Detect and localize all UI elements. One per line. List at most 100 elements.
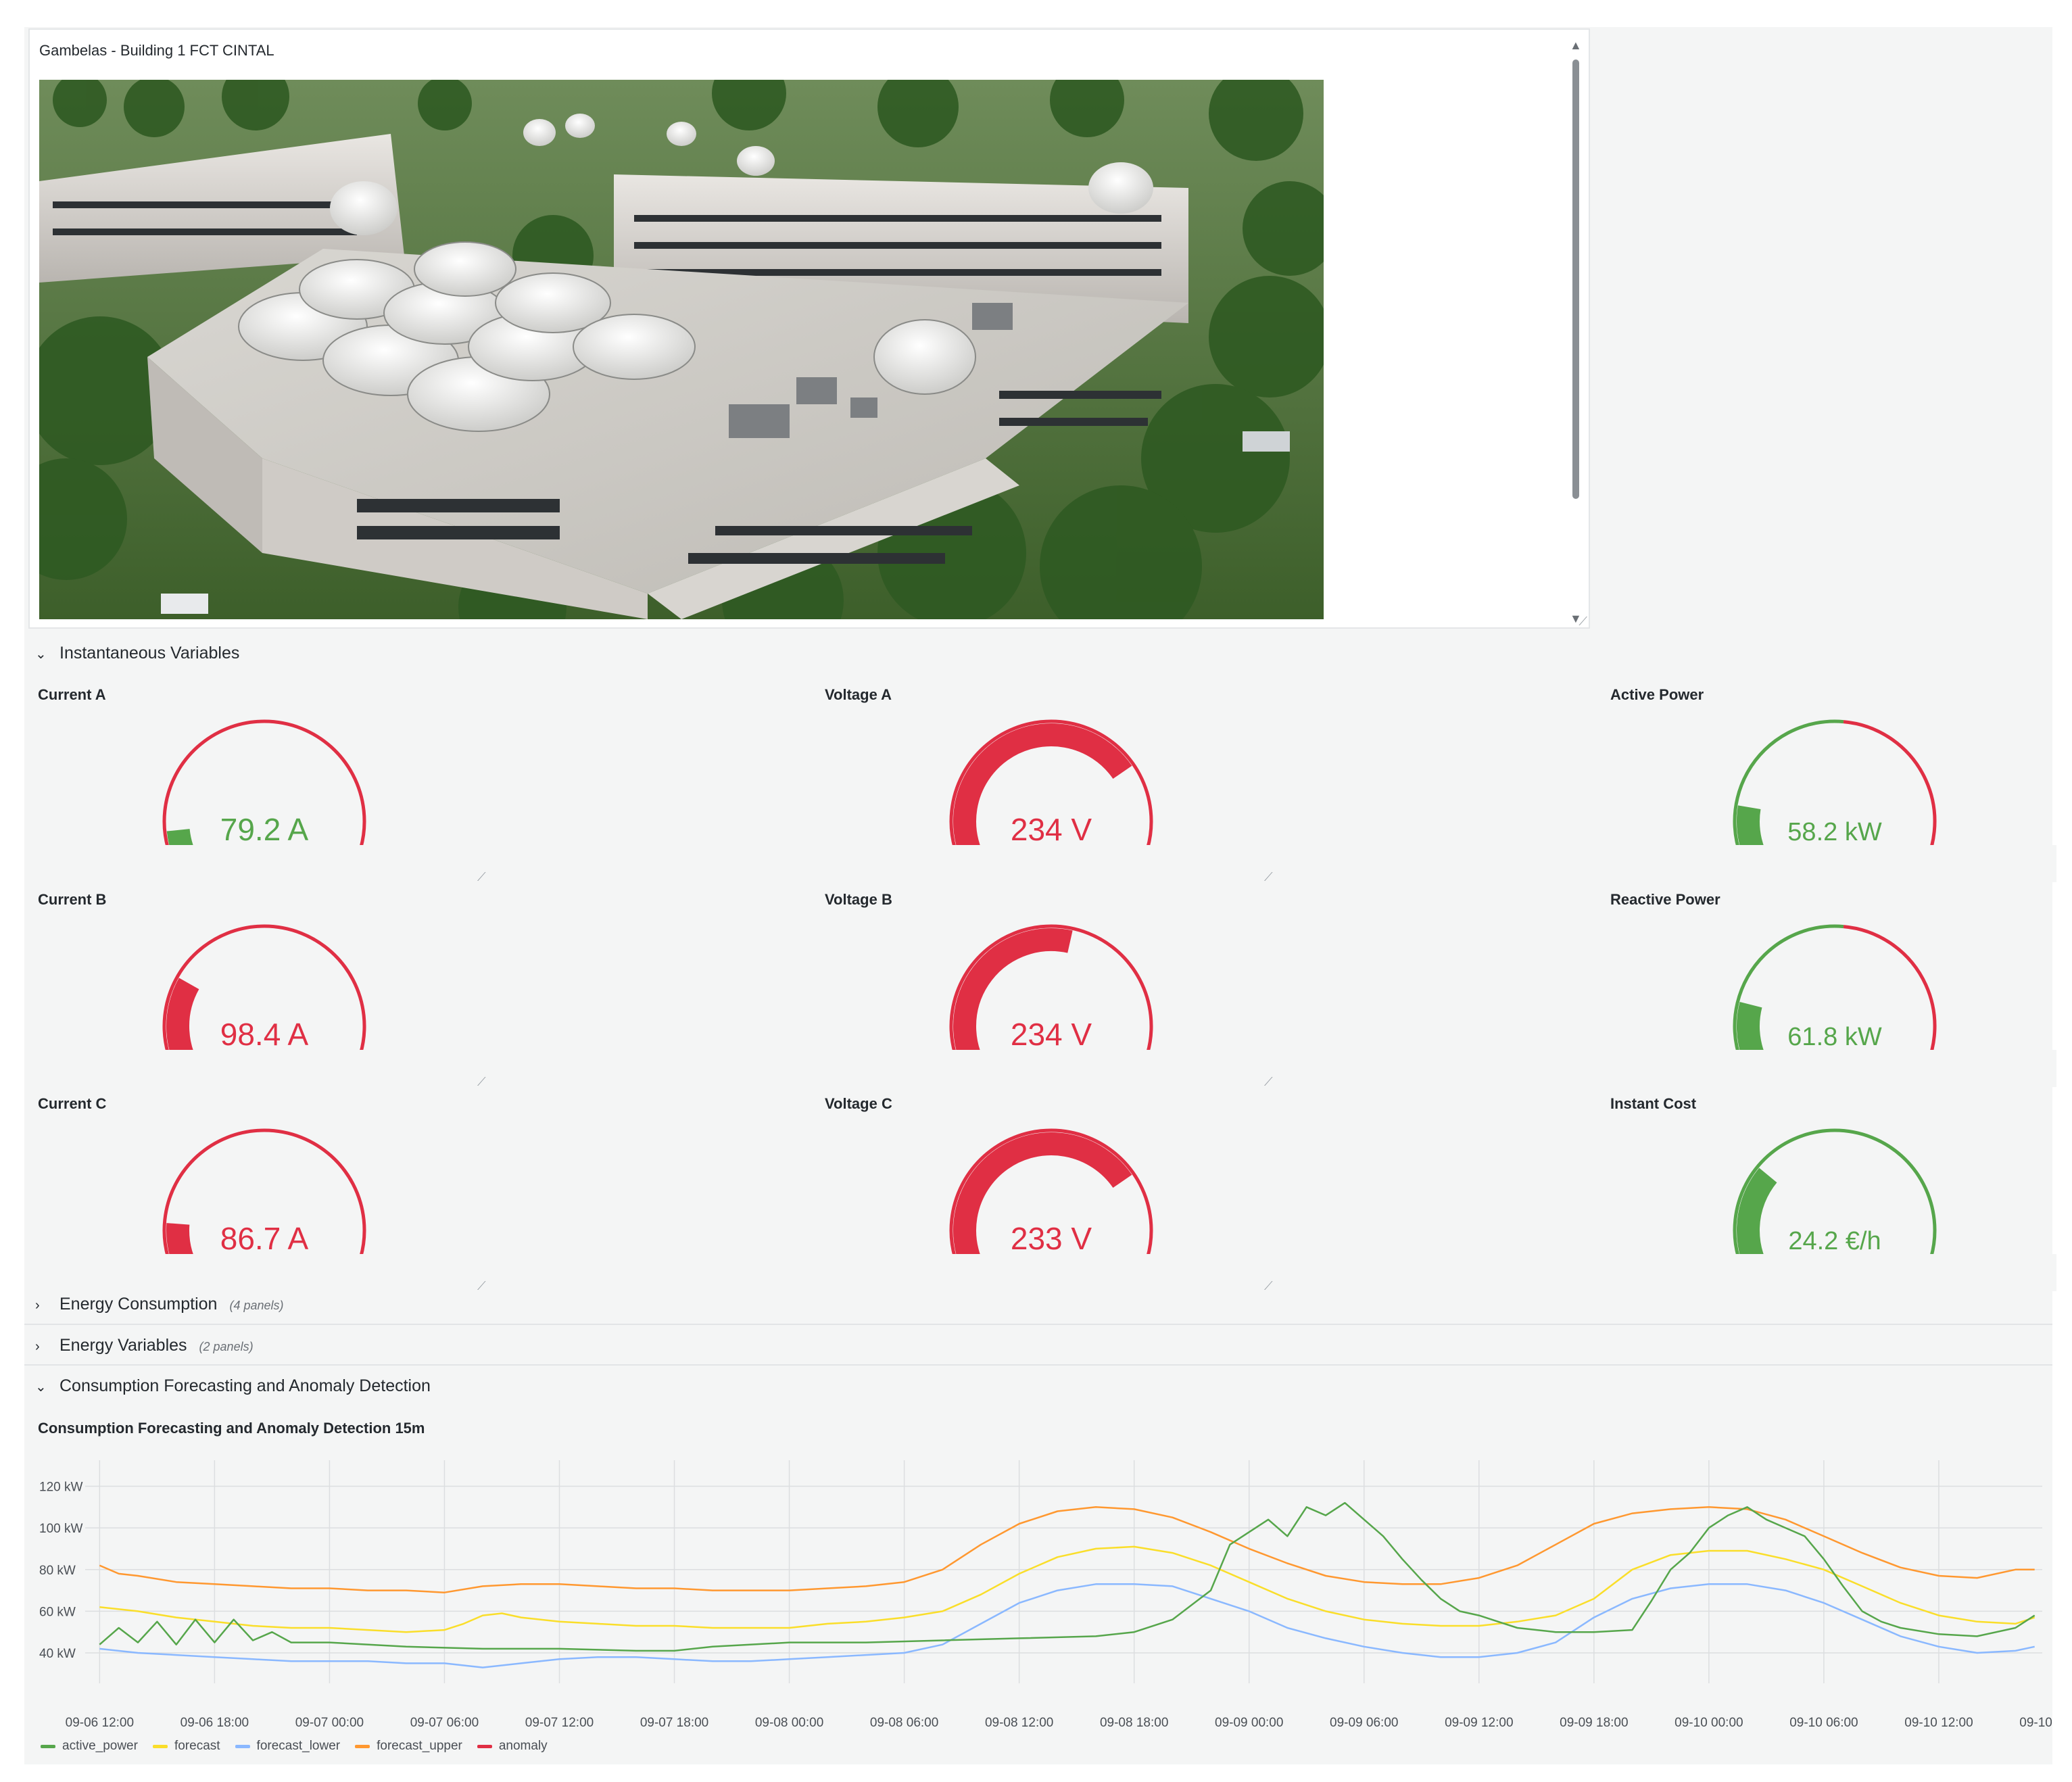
chart-title: Consumption Forecasting and Anomaly Dete…	[38, 1420, 425, 1437]
chevron-right-icon: ›	[35, 1339, 40, 1354]
x-tick-label: 09-08 06:00	[870, 1716, 938, 1730]
panel-resize-icon[interactable]: ⟋	[477, 870, 486, 882]
forecast-chart-panel: Consumption Forecasting and Anomaly Dete…	[24, 1420, 2052, 1764]
row-divider	[24, 1364, 2052, 1366]
chevron-right-icon: ›	[35, 1298, 40, 1313]
row-title: Energy Variables	[59, 1336, 187, 1355]
forecast-timeseries-chart[interactable]: 09-06 12:00 09-06 18:00 09-07 00:00 09-07 0…	[24, 1460, 2052, 1737]
gauge-title: Reactive Power	[1610, 891, 1720, 908]
legend-swatch	[152, 1744, 168, 1748]
gauge-voltage-a: Voltage A 234 V ⟋	[811, 686, 1555, 882]
y-tick-label: 100 kW	[39, 1522, 82, 1536]
gauge-voltage-b: Voltage B 234 V ⟋	[811, 891, 1555, 1087]
legend-label: forecast_lower	[256, 1739, 341, 1753]
gauge-value: 98.4 A	[220, 1017, 309, 1052]
gauge-bottom-mask	[1597, 845, 2056, 882]
image-panel-scrollbar[interactable]: ▲ ▼	[1567, 39, 1583, 625]
x-tick-label: 09-09 00:00	[1215, 1716, 1283, 1730]
gauge-threshold-red	[949, 719, 1153, 882]
x-tick-label: 09-09 06:00	[1330, 1716, 1398, 1730]
gauge-value: 61.8 kW	[1787, 1023, 1882, 1051]
gauge-value: 79.2 A	[220, 812, 309, 847]
gauge-threshold-red	[162, 719, 366, 882]
scroll-up-icon[interactable]: ▲	[1570, 39, 1582, 52]
gauge-graphic: 58.2 kW	[1597, 719, 2056, 882]
gauge-graphic: 234 V ⟋	[811, 719, 1555, 882]
image-panel-title: Gambelas - Building 1 FCT CINTAL	[39, 42, 274, 59]
legend-label: active_power	[62, 1739, 138, 1753]
series-line-active-power	[99, 1501, 2035, 1652]
x-tick-label: 09-07 12:00	[525, 1716, 594, 1730]
legend-swatch	[41, 1744, 55, 1748]
gauge-threshold-red	[162, 924, 366, 1086]
row-panel-count: (2 panels)	[199, 1340, 254, 1353]
gauge-title: Current A	[38, 686, 106, 703]
x-tick-label: 09-07 06:00	[410, 1716, 479, 1730]
gauge-graphic: 61.8 kW	[1597, 924, 2056, 1087]
series-line-forecast	[99, 1545, 2035, 1633]
gauge-graphic: 98.4 A ⟋	[24, 924, 768, 1087]
x-tick-label: 09-09 18:00	[1560, 1716, 1628, 1730]
scrollbar-thumb[interactable]	[1572, 59, 1579, 499]
chevron-down-icon: ⌄	[35, 1380, 47, 1395]
gauge-title: Voltage C	[825, 1095, 892, 1112]
x-tick-label: 09-07 18:00	[640, 1716, 708, 1730]
legend-label: forecast	[174, 1739, 220, 1753]
legend-swatch	[235, 1744, 250, 1748]
x-tick-label: 09-10 00:00	[1675, 1716, 1743, 1730]
panel-resize-icon[interactable]: ⟋	[1264, 1279, 1273, 1291]
gauge-value: 234 V	[1011, 812, 1092, 847]
panel-resize-icon[interactable]: ⟋	[1264, 1075, 1273, 1087]
gauge-graphic: 234 V ⟋	[811, 924, 1555, 1087]
x-tick-label: 09-08 18:00	[1100, 1716, 1168, 1730]
row-title: Instantaneous Variables	[59, 644, 240, 663]
legend-item-active-power[interactable]: active_power	[41, 1739, 138, 1754]
x-tick-label: 09-06 18:00	[180, 1716, 249, 1730]
x-tick-label: 09-10 18:00	[2019, 1716, 2052, 1730]
gauge-value-arc	[953, 723, 1132, 880]
gauge-bottom-mask	[24, 1050, 768, 1087]
panel-resize-icon[interactable]: ⟋	[1264, 870, 1273, 882]
gauge-title: Current C	[38, 1095, 107, 1112]
legend-item-anomaly[interactable]: anomaly	[477, 1739, 548, 1754]
panel-resize-icon[interactable]: ⟋	[477, 1279, 486, 1291]
gauge-bottom-mask	[811, 845, 1555, 882]
gauge-value-arc	[953, 928, 1073, 1084]
x-tick-label: 09-06 12:00	[66, 1716, 134, 1730]
chart-legend: active_power forecast forecast_lower for…	[41, 1739, 548, 1754]
gauge-bottom-mask	[811, 1050, 1555, 1087]
gauge-current-a: Current A 79.2 A ⟋	[24, 686, 768, 882]
gauge-bottom-mask	[811, 1254, 1555, 1291]
gauge-value: 86.7 A	[220, 1221, 309, 1256]
legend-item-forecast[interactable]: forecast	[152, 1739, 220, 1754]
panel-resize-icon[interactable]: ⟋	[477, 1075, 486, 1087]
legend-item-forecast-lower[interactable]: forecast_lower	[235, 1739, 341, 1754]
legend-swatch	[477, 1744, 492, 1748]
gauge-bottom-mask	[24, 845, 768, 882]
gauge-threshold-red	[949, 1128, 1153, 1291]
legend-item-forecast-upper[interactable]: forecast_upper	[355, 1739, 462, 1754]
gauge-title: Active Power	[1610, 686, 1704, 703]
gauge-title: Voltage B	[825, 891, 892, 908]
row-title: Consumption Forecasting and Anomaly Dete…	[59, 1376, 431, 1395]
row-panel-count: (4 panels)	[229, 1299, 284, 1312]
y-tick-label: 80 kW	[39, 1564, 76, 1578]
panel-resize-icon[interactable]: ⟋	[1579, 615, 1587, 628]
gauge-graphic: 79.2 A ⟋	[24, 719, 768, 882]
gauge-current-c: Current C 86.7 A ⟋	[24, 1095, 768, 1291]
x-tick-label: 09-08 00:00	[755, 1716, 823, 1730]
legend-swatch	[355, 1744, 370, 1748]
row-energy-consumption[interactable]: › Energy Consumption (4 panels)	[35, 1295, 284, 1314]
building-image-panel: Gambelas - Building 1 FCT CINTAL	[28, 28, 1590, 629]
row-instantaneous-variables[interactable]: ⌄ Instantaneous Variables	[35, 644, 239, 663]
gauge-graphic: 233 V ⟋	[811, 1128, 1555, 1291]
x-tick-label: 09-09 12:00	[1445, 1716, 1513, 1730]
scroll-down-icon[interactable]: ▼	[1570, 612, 1582, 625]
gauge-graphic: 86.7 A ⟋	[24, 1128, 768, 1291]
x-tick-label: 09-08 12:00	[985, 1716, 1053, 1730]
row-forecasting[interactable]: ⌄ Consumption Forecasting and Anomaly De…	[35, 1376, 431, 1396]
gauge-value: 24.2 €/h	[1788, 1227, 1881, 1255]
gauge-value-arc	[953, 1132, 1132, 1289]
gauge-graphic: 24.2 €/h	[1597, 1128, 2056, 1291]
row-energy-variables[interactable]: › Energy Variables (2 panels)	[35, 1336, 254, 1355]
